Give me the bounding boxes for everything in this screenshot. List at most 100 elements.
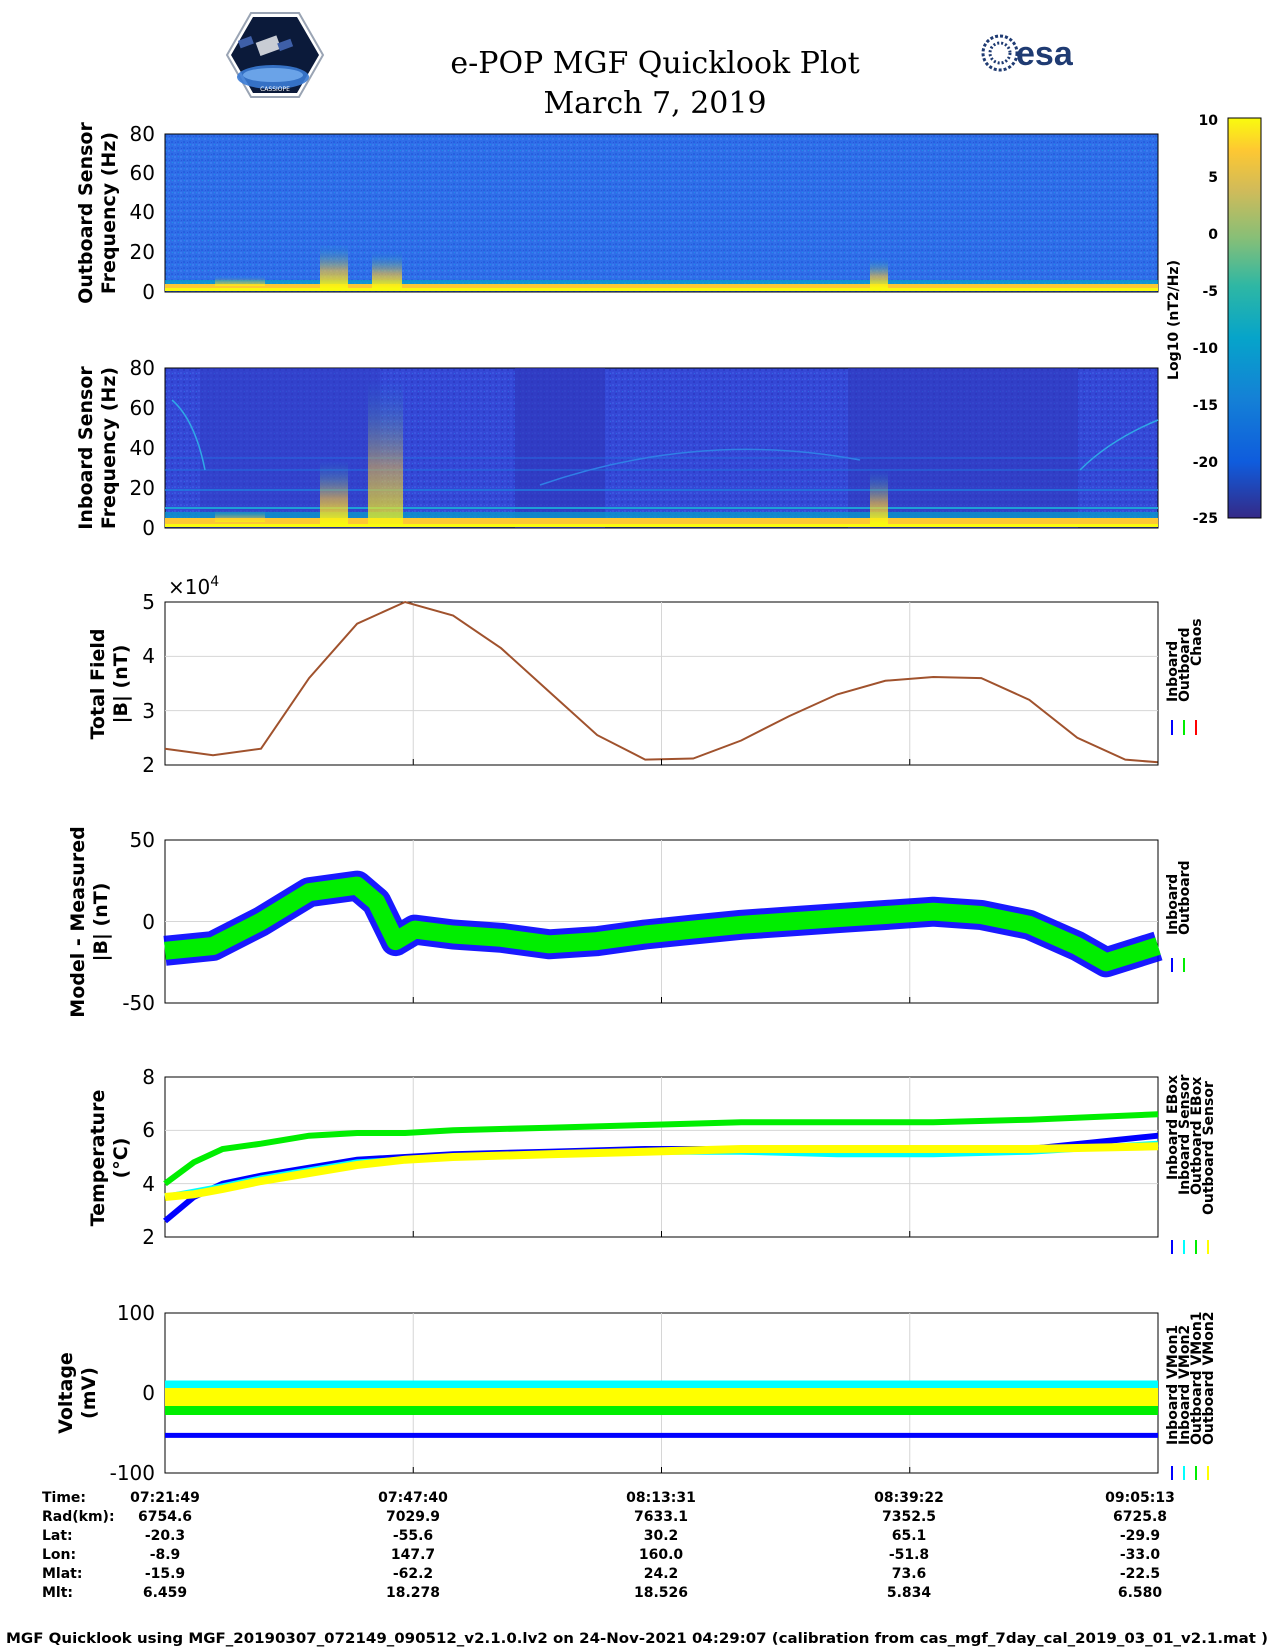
info-row-label: Time: [42, 1490, 86, 1506]
y-tick-label: 40 [130, 436, 155, 460]
y-axis-label: (°C) [110, 1138, 132, 1179]
info-column-5: 09:05:13 6725.8 -29.9 -33.0 -22.5 6.580 [1105, 1490, 1175, 1601]
colorbar: 10 5 0 -5 -10 -15 -20 -25 Log10 (nT2/Hz) [1166, 113, 1262, 527]
y-axis-label: Frequency (Hz) [98, 367, 120, 529]
exponent-label: ×104 [168, 574, 219, 599]
y-axis-label: |B| (nT) [110, 645, 132, 724]
outboard-burst-1 [320, 244, 348, 288]
info-cell: -8.9 [150, 1547, 181, 1563]
title-line-1: e-POP MGF Quicklook Plot [450, 46, 859, 81]
info-cell: 6754.6 [138, 1509, 192, 1525]
esa-logo-text: esa [1016, 35, 1074, 73]
y-axis-label: Model - Measured [67, 826, 89, 1017]
y-tick-label: 0 [142, 516, 155, 540]
y-tick-label: 80 [130, 356, 155, 380]
colorbar-tick: -15 [1193, 398, 1218, 414]
y-tick-label: 0 [142, 910, 155, 934]
info-cell: -33.0 [1120, 1547, 1161, 1563]
colorbar-gradient [1227, 117, 1262, 519]
legend-entry-outboard-sensor: Outboard Sensor [1201, 1081, 1217, 1215]
info-column-4: 08:39:22 7352.5 65.1 -51.8 73.6 5.834 [874, 1490, 944, 1601]
header: CASSIOPE e-POP MGF Quicklook Plot March … [225, 12, 1074, 121]
title-line-2: March 7, 2019 [543, 86, 766, 121]
inboard-spectrogram-panel: 80 60 40 20 0 Inboard Sensor Frequency (… [75, 356, 1159, 540]
info-cell: -62.2 [393, 1566, 433, 1582]
total-field-series-line [164, 600, 1159, 764]
info-row-label: Rad(km): [42, 1509, 115, 1525]
info-cell: -55.6 [393, 1528, 433, 1544]
legend-entry-inboard-vmon1: Inboard VMon1 [1165, 1325, 1181, 1445]
y-tick-label: 0 [142, 1381, 155, 1405]
y-axis-label: (mV) [78, 1367, 100, 1419]
model-minus-measured-panel: 50 0 -50 Model - Measured |B| (nT) Inboa… [67, 826, 1193, 1017]
inboard-tone-arc [539, 448, 861, 486]
info-row-label: Lon: [42, 1547, 76, 1563]
y-tick-label: 2 [142, 753, 155, 777]
colorbar-tick: 5 [1208, 170, 1218, 186]
info-cell: -20.3 [145, 1528, 185, 1544]
voltage-y-ticks: 100 0 -100 [110, 1301, 155, 1485]
legend-entry-outboard: Outboard [1177, 627, 1193, 702]
info-cell: 24.2 [644, 1566, 679, 1582]
y-tick-label: 20 [130, 476, 155, 500]
inboard-low-freq-band [165, 518, 1158, 524]
legend-entry-outboard-vmon2: Outboard VMon2 [1201, 1311, 1217, 1445]
y-axis-label: Inboard Sensor [75, 366, 97, 530]
temperature-legend: Inboard EBox Inboard Sensor Outboard EBo… [1165, 1074, 1217, 1254]
y-axis-label: Temperature [87, 1090, 109, 1227]
inboard-burst-2 [368, 380, 403, 524]
y-tick-label: 40 [130, 200, 155, 224]
outboard-residual-band [164, 876, 1161, 972]
colorbar-label: Log10 (nT2/Hz) [1166, 260, 1182, 380]
legend-entry-inboard: Inboard [1165, 641, 1181, 702]
y-axis-label: Outboard Sensor [75, 122, 97, 304]
y-tick-label: 5 [142, 590, 155, 614]
colorbar-tick: -5 [1202, 284, 1218, 300]
esa-logo: esa [981, 34, 1074, 73]
svg-text:CASSIOPE: CASSIOPE [260, 86, 290, 93]
info-row-label: Mlat: [42, 1566, 82, 1582]
colorbar-tick: 0 [1208, 227, 1218, 243]
y-tick-label: 80 [130, 122, 155, 146]
inboard-burst-3 [870, 470, 888, 524]
outboard-low-freq-band [165, 284, 1158, 288]
y-axis-label: Frequency (Hz) [98, 132, 120, 294]
legend-entry-chaos: Chaos [1189, 618, 1205, 666]
outboard-spectrogram-area [164, 133, 1159, 293]
inboard-burst-1 [320, 460, 348, 524]
outboard-y-ticks: 80 60 40 20 0 [130, 122, 155, 304]
info-cell: 7352.5 [882, 1509, 936, 1525]
info-cell: 6725.8 [1113, 1509, 1167, 1525]
info-cell: 08:13:31 [626, 1490, 696, 1506]
colorbar-tick: 10 [1199, 113, 1219, 129]
info-cell: -15.9 [145, 1566, 185, 1582]
info-cell: 147.7 [391, 1547, 435, 1563]
info-cell: 18.278 [386, 1585, 440, 1601]
info-cell: 7633.1 [634, 1509, 688, 1525]
temperature-series-outboard-sensor [164, 1142, 1159, 1201]
y-tick-label: 3 [142, 699, 155, 723]
total-field-grid [165, 602, 1158, 765]
colorbar-tick: -20 [1193, 455, 1219, 471]
legend-entry-outboard-ebox: Outboard EBox [1189, 1077, 1205, 1195]
voltage-panel: 100 0 -100 Voltage (mV) Inboard VMon1 In… [55, 1301, 1217, 1485]
footer-caption: MGF Quicklook using MGF_20190307_072149_… [6, 1631, 1268, 1647]
y-tick-label: 20 [130, 240, 155, 264]
y-tick-label: 6 [142, 1118, 155, 1142]
y-tick-label: 50 [130, 828, 155, 852]
info-cell: -22.5 [1120, 1566, 1160, 1582]
info-cell: 65.1 [892, 1528, 927, 1544]
y-tick-label: -50 [122, 991, 155, 1015]
temperature-grid [165, 1077, 1158, 1237]
info-column-3: 08:13:31 7633.1 30.2 160.0 24.2 18.526 [626, 1490, 696, 1601]
y-axis-label: Total Field [87, 628, 109, 739]
y-tick-label: 60 [130, 161, 155, 185]
total-field-legend: Inboard Outboard Chaos [1165, 618, 1205, 735]
legend-entry-inboard-ebox: Inboard EBox [1165, 1075, 1181, 1180]
outboard-spectrogram-panel: 80 60 40 20 0 Outboard Sensor Frequency … [75, 122, 1159, 304]
model-measured-legend: Inboard Outboard [1165, 860, 1193, 972]
inboard-y-ticks: 80 60 40 20 0 [130, 356, 155, 540]
legend-entry-inboard: Inboard [1165, 874, 1181, 935]
temperature-y-ticks: 8 6 4 2 [142, 1065, 155, 1249]
y-axis-label: Voltage [55, 1352, 77, 1434]
